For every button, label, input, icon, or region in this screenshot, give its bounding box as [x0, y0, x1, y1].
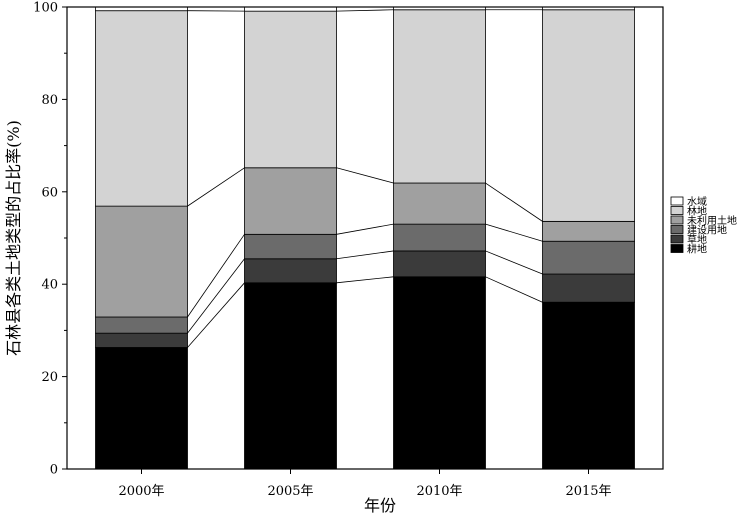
- bar-segment: [244, 6, 337, 12]
- legend-label: 草地: [687, 233, 707, 246]
- y-tick-label: 0: [50, 463, 58, 478]
- x-tick-label: 2005年: [267, 484, 313, 499]
- connector-line: [187, 258, 245, 334]
- y-axis: 0 20 40 60 80 100: [33, 1, 67, 478]
- bar-segment: [393, 250, 486, 278]
- connector-line: [485, 223, 543, 242]
- connector-line: [485, 250, 543, 275]
- y-tick-label: 40: [41, 278, 58, 293]
- x-tick-label: 2010年: [416, 484, 462, 499]
- bar-segment: [244, 258, 337, 284]
- bar-segment: [95, 347, 188, 470]
- connector-line: [336, 167, 394, 184]
- legend-label: 耕地: [687, 243, 707, 256]
- legend-label: 水域: [687, 195, 707, 208]
- y-tick-label: 20: [41, 370, 58, 385]
- connector-line: [187, 234, 245, 318]
- bar-segment: [244, 167, 337, 235]
- connector-line: [336, 223, 394, 235]
- bar-segment: [244, 233, 337, 260]
- bar-segment: [244, 10, 337, 169]
- legend-swatch: [670, 196, 684, 206]
- bar-segment: [95, 205, 188, 318]
- legend-label: 未利用土地: [687, 214, 737, 227]
- bar-segment: [393, 182, 486, 225]
- legend-swatch: [670, 206, 684, 215]
- y-axis-title: 石林县各类土地类型的占比率(%): [4, 120, 23, 356]
- legend-label: 建设用地: [687, 224, 727, 237]
- y-tick-label: 100: [33, 1, 58, 16]
- legend-swatch: [670, 244, 684, 253]
- connector-line: [336, 9, 394, 12]
- bar-segment: [95, 316, 188, 334]
- y-tick-label: 60: [41, 185, 58, 200]
- connector-line: [485, 276, 543, 303]
- legend-swatch: [670, 234, 684, 244]
- bar-segment: [542, 301, 635, 470]
- connector-line: [187, 282, 245, 348]
- bar-segment: [542, 240, 635, 275]
- legend-swatch: [670, 225, 684, 234]
- bar-segment: [542, 273, 635, 303]
- connector-line: [485, 182, 543, 222]
- bar-segment: [95, 10, 188, 207]
- x-tick-label: 2000年: [118, 484, 164, 499]
- bar-segment: [542, 9, 635, 222]
- connector-line: [336, 276, 394, 284]
- bar-segment: [95, 332, 188, 348]
- bar-segment: [244, 282, 337, 470]
- y-tick-label: 80: [41, 93, 58, 108]
- bar-group: [95, 6, 635, 470]
- bar-segment: [393, 276, 486, 470]
- bar-segment: [393, 223, 486, 252]
- connector-line: [187, 167, 245, 207]
- x-axis: 2000年 2005年 2010年 2015年: [118, 469, 612, 499]
- connector-line: [336, 250, 394, 260]
- legend-swatch: [670, 215, 684, 225]
- x-tick-label: 2015年: [565, 484, 611, 499]
- connector-lines: [187, 6, 543, 348]
- bar-segment: [393, 9, 486, 184]
- legend-label: 林地: [687, 205, 707, 218]
- x-axis-title: 年份: [364, 496, 396, 515]
- bar-segment: [542, 220, 635, 242]
